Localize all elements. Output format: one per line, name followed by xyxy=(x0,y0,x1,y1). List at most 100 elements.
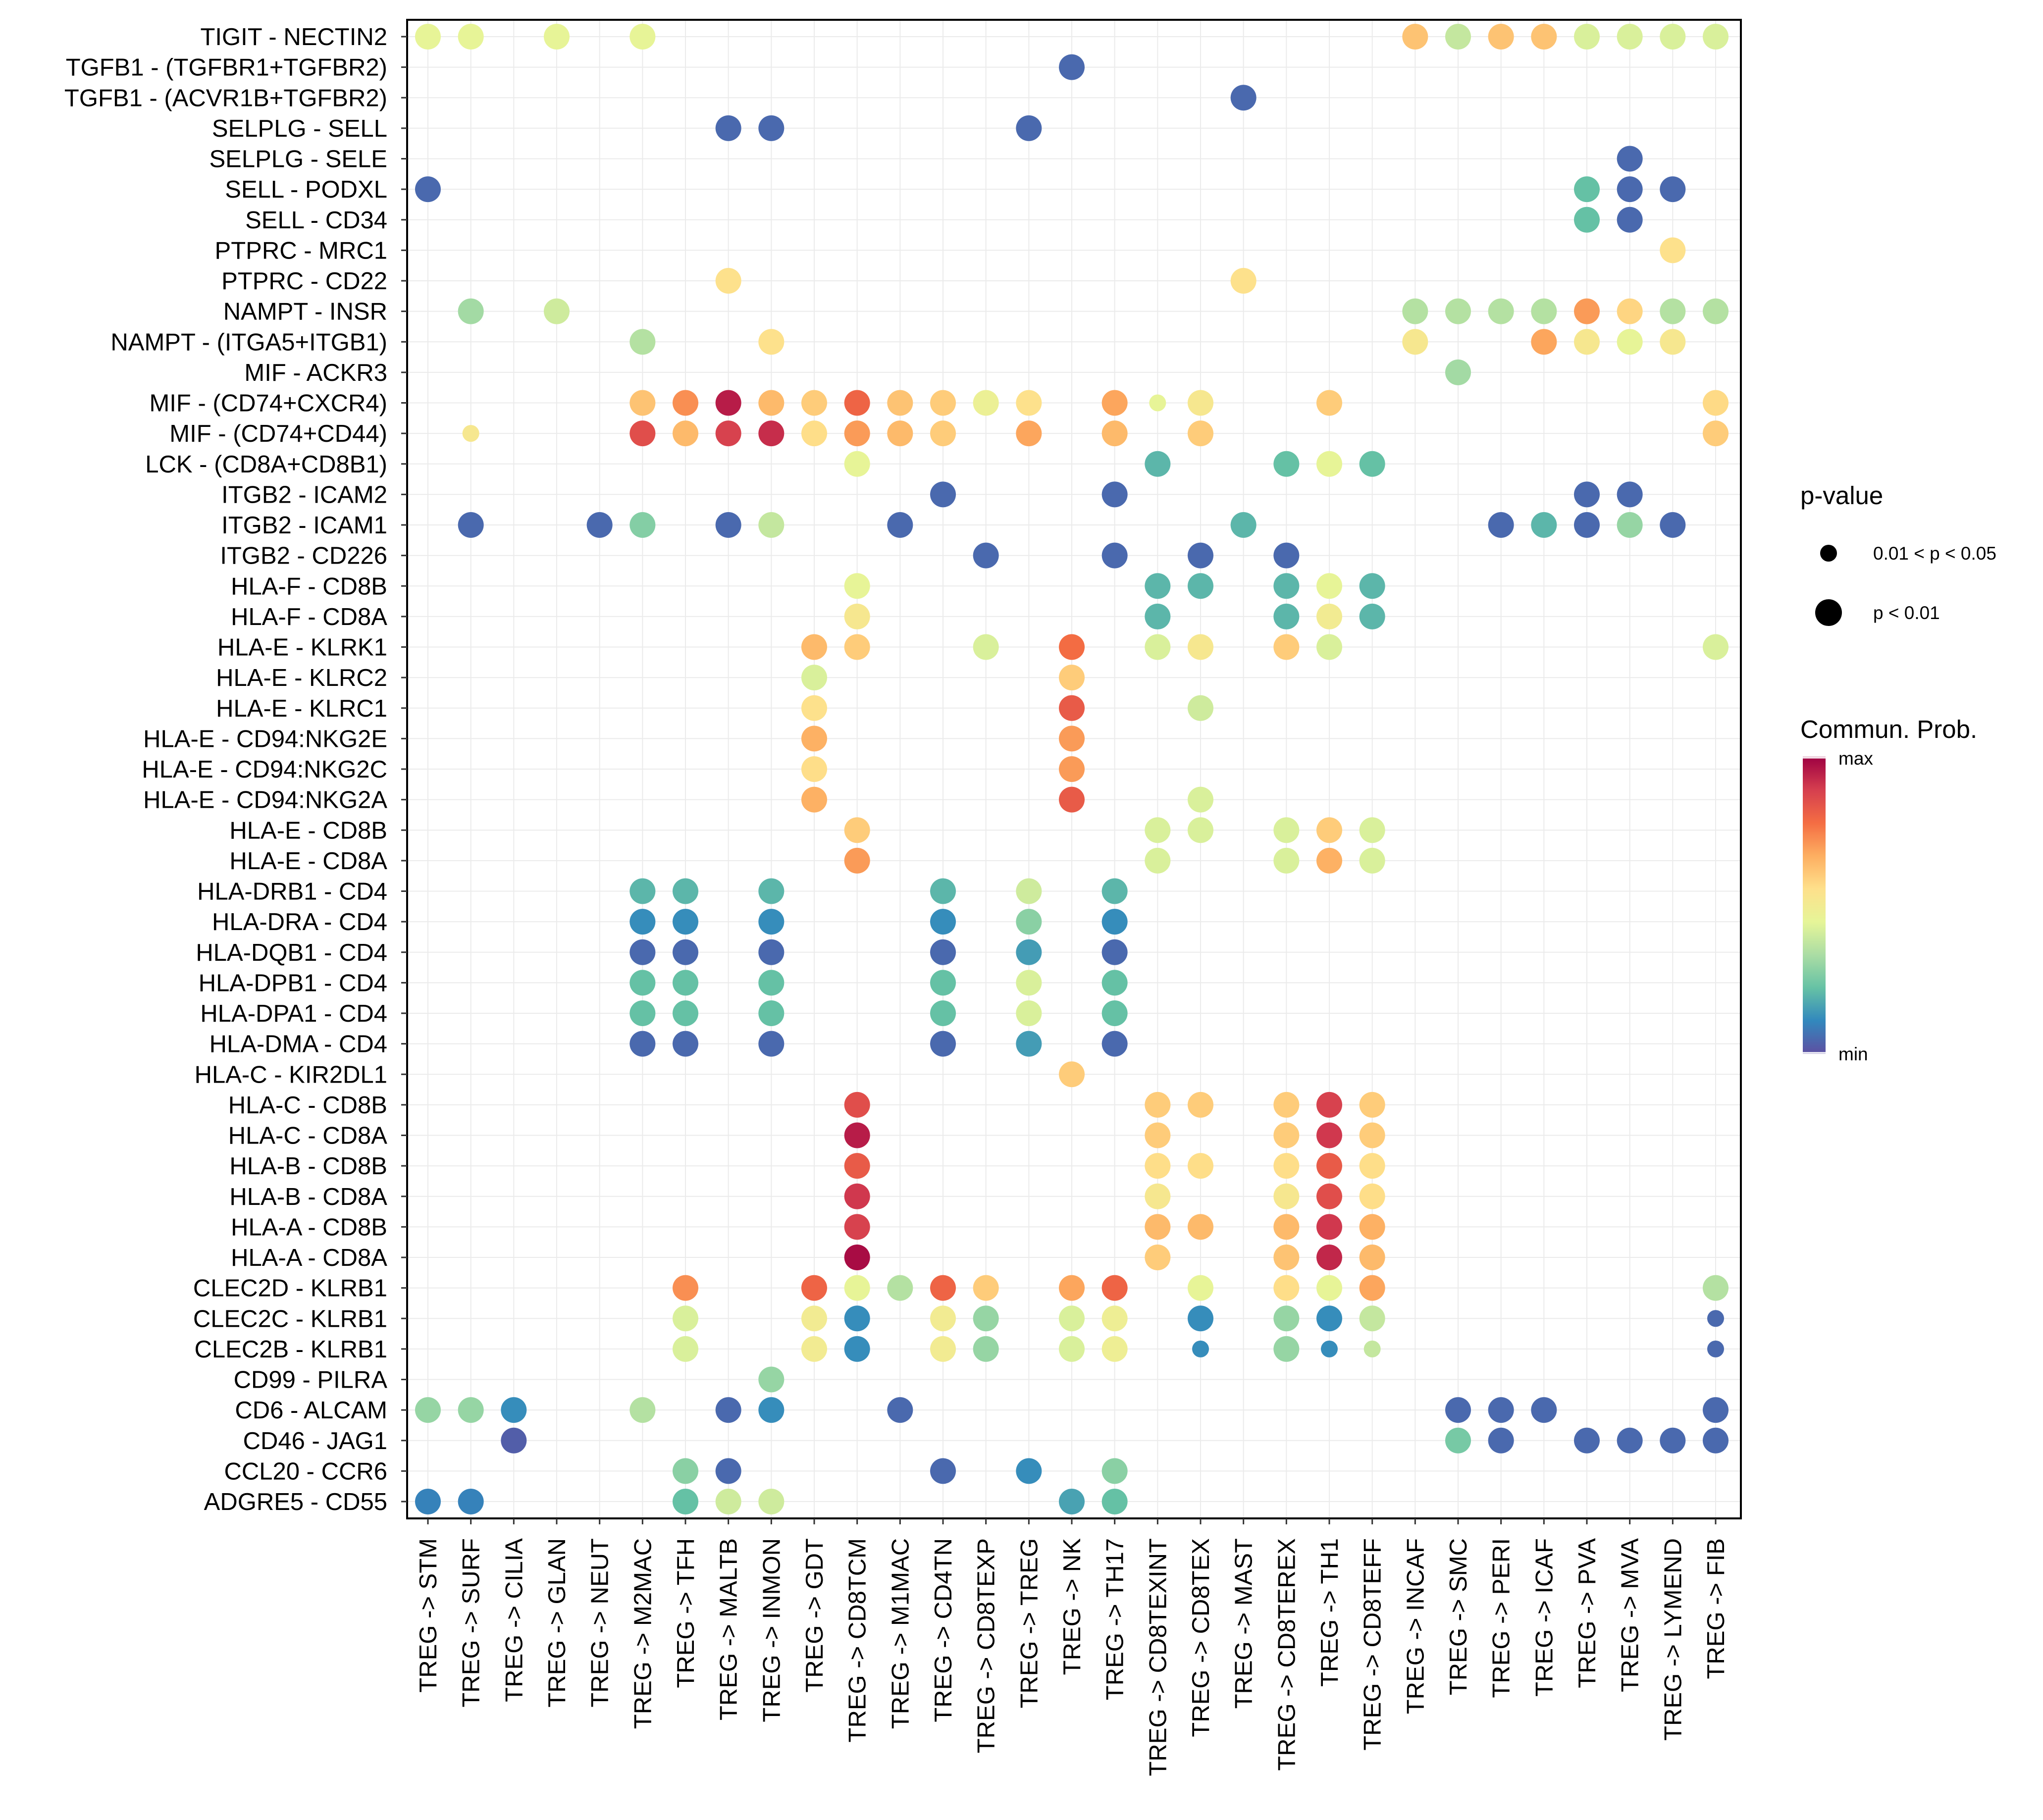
data-point xyxy=(1574,481,1600,508)
data-point xyxy=(930,1000,956,1026)
x-tick-label: TREG -> CILIA xyxy=(501,1538,527,1702)
data-point xyxy=(1617,481,1643,508)
data-point xyxy=(758,1031,785,1057)
data-point xyxy=(1359,1183,1385,1209)
data-point xyxy=(1273,1153,1300,1179)
size-legend-label-small: 0.01 < p < 0.05 xyxy=(1873,543,1996,564)
x-tick-label: TREG -> GLAN xyxy=(544,1538,571,1708)
data-point xyxy=(1059,1061,1085,1088)
x-tick-label: TREG -> MAST xyxy=(1231,1538,1257,1709)
data-point xyxy=(629,909,656,935)
data-point xyxy=(1016,970,1042,996)
data-point xyxy=(1059,756,1085,782)
data-point xyxy=(1617,1427,1643,1454)
data-point xyxy=(1101,390,1128,416)
data-point xyxy=(1273,1183,1300,1209)
data-point xyxy=(629,1397,656,1423)
data-point xyxy=(1188,695,1213,721)
y-tick-label: ADGRE5 - CD55 xyxy=(204,1489,387,1515)
data-point xyxy=(1617,329,1643,355)
data-point xyxy=(887,1397,913,1423)
data-point xyxy=(1273,847,1300,874)
x-tick-label: TREG -> INCAF xyxy=(1402,1538,1429,1714)
data-point xyxy=(1188,390,1213,416)
data-point xyxy=(1574,176,1600,203)
x-tick-label: TREG -> SURF xyxy=(458,1538,485,1708)
x-tick-label: TREG -> MALTB xyxy=(716,1538,742,1720)
data-point xyxy=(1145,573,1171,599)
y-tick-label: ITGB2 - CD226 xyxy=(220,543,387,570)
data-point xyxy=(1316,847,1342,874)
data-point xyxy=(1188,817,1213,843)
y-tick-label: HLA-A - CD8A xyxy=(231,1245,387,1271)
data-point xyxy=(1316,817,1342,843)
data-point xyxy=(1149,394,1166,412)
data-point xyxy=(1359,1092,1385,1118)
data-point xyxy=(1531,298,1557,324)
y-tick-label: SELL - CD34 xyxy=(245,207,387,234)
data-point xyxy=(758,420,785,447)
data-point xyxy=(758,329,785,355)
data-point xyxy=(758,512,785,538)
data-point xyxy=(1531,512,1557,538)
data-point xyxy=(629,420,656,447)
x-tick-label: TREG -> CD8TEREX xyxy=(1273,1538,1300,1771)
data-point xyxy=(1574,1427,1600,1454)
data-point xyxy=(1188,1275,1213,1301)
data-point xyxy=(801,756,827,782)
y-tick-label: CLEC2D - KLRB1 xyxy=(193,1275,387,1302)
colorbar xyxy=(1803,757,1826,1054)
data-point xyxy=(501,1427,527,1454)
y-tick-label: TIGIT - NECTIN2 xyxy=(200,24,387,51)
data-point xyxy=(758,909,785,935)
data-point xyxy=(758,939,785,965)
y-tick-label: LCK - (CD8A+CD8B1) xyxy=(145,451,387,478)
data-point xyxy=(844,573,870,599)
x-tick-label: TREG -> M1MAC xyxy=(887,1538,914,1729)
data-point xyxy=(1316,1122,1342,1148)
data-point xyxy=(930,1458,956,1484)
data-point xyxy=(1145,1245,1171,1270)
data-point xyxy=(415,176,441,203)
data-point xyxy=(973,1305,999,1332)
x-tick-label: TREG -> TFH xyxy=(673,1538,699,1688)
y-tick-label: HLA-C - KIR2DL1 xyxy=(195,1061,387,1088)
data-point xyxy=(1101,1336,1128,1362)
data-point xyxy=(1359,817,1385,843)
data-point xyxy=(1359,451,1385,477)
data-point xyxy=(1574,512,1600,538)
data-point xyxy=(1660,237,1686,263)
data-point xyxy=(1188,1214,1213,1240)
data-point xyxy=(715,1489,741,1514)
data-point xyxy=(801,1336,827,1362)
data-point xyxy=(1101,939,1128,965)
data-point xyxy=(1059,634,1085,660)
data-point xyxy=(1617,146,1643,172)
data-point xyxy=(1145,1214,1171,1240)
data-point xyxy=(1617,176,1643,203)
data-point xyxy=(1617,24,1643,50)
y-tick-label: NAMPT - INSR xyxy=(223,299,387,325)
y-tick-label: HLA-DRB1 - CD4 xyxy=(197,879,387,905)
data-point xyxy=(1145,817,1171,843)
y-tick-label: HLA-A - CD8B xyxy=(231,1214,387,1241)
data-point xyxy=(1321,1340,1338,1357)
data-point xyxy=(629,390,656,416)
data-point xyxy=(1359,1214,1385,1240)
data-point xyxy=(1363,1340,1381,1357)
data-point xyxy=(1316,1275,1342,1301)
data-point xyxy=(1617,207,1643,233)
y-tick-label: ITGB2 - ICAM1 xyxy=(221,512,387,539)
x-tick-label: TREG -> TH17 xyxy=(1102,1538,1129,1700)
data-point xyxy=(1059,54,1085,80)
data-point xyxy=(1016,909,1042,935)
data-point xyxy=(1660,298,1686,324)
data-point xyxy=(844,847,870,874)
data-point xyxy=(1402,24,1428,50)
y-tick-label: MIF - ACKR3 xyxy=(244,360,387,386)
y-tick-label: HLA-E - KLRK1 xyxy=(217,634,387,661)
y-tick-label: SELL - PODXL xyxy=(225,176,387,203)
data-point xyxy=(1531,329,1557,355)
data-point xyxy=(1145,1122,1171,1148)
data-point xyxy=(1016,1000,1042,1026)
